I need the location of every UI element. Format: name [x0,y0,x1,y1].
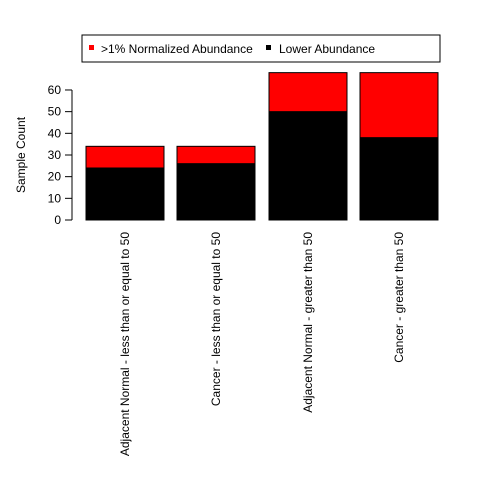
bar-lower-abundance-3 [268,111,348,221]
y-tick-label-30: 30 [48,148,62,162]
bar-lower-abundance-4 [359,137,439,221]
x-axis-labels: Adjacent Normal - less than or equal to … [118,232,406,456]
y-axis: 0 10 20 30 40 50 60 [48,83,73,227]
y-tick-label-10: 10 [48,191,62,205]
x-category-label-1: Adjacent Normal - less than or equal to … [118,232,132,456]
bar-lower-abundance-2 [176,163,256,221]
legend-label-normalized-abundance: >1% Normalized Abundance [101,42,253,56]
legend-swatch-normalized-abundance [89,45,94,50]
y-axis-title: Sample Count [14,116,28,193]
bar-normalized-abundance-2 [176,145,256,165]
y-tick-label-20: 20 [48,170,62,184]
legend-swatch-lower-abundance [266,45,271,50]
bar-normalized-abundance-4 [359,72,439,139]
legend-label-lower-abundance: Lower Abundance [279,42,375,56]
legend-box [81,34,441,63]
y-tick-label-60: 60 [48,83,62,97]
bar-normalized-abundance-1 [85,145,165,169]
y-tick-label-0: 0 [54,213,61,227]
bar-normalized-abundance-3 [268,72,348,113]
y-tick-label-50: 50 [48,105,62,119]
x-category-label-4: Cancer - greater than 50 [392,232,406,363]
x-category-label-2: Cancer - less than or equal to 50 [209,232,223,406]
y-tick-label-40: 40 [48,126,62,140]
bar-lower-abundance-1 [85,167,165,221]
legend: >1% Normalized Abundance Lower Abundance [81,34,441,63]
bars-group [85,72,439,221]
x-category-label-3: Adjacent Normal - greater than 50 [301,232,315,413]
